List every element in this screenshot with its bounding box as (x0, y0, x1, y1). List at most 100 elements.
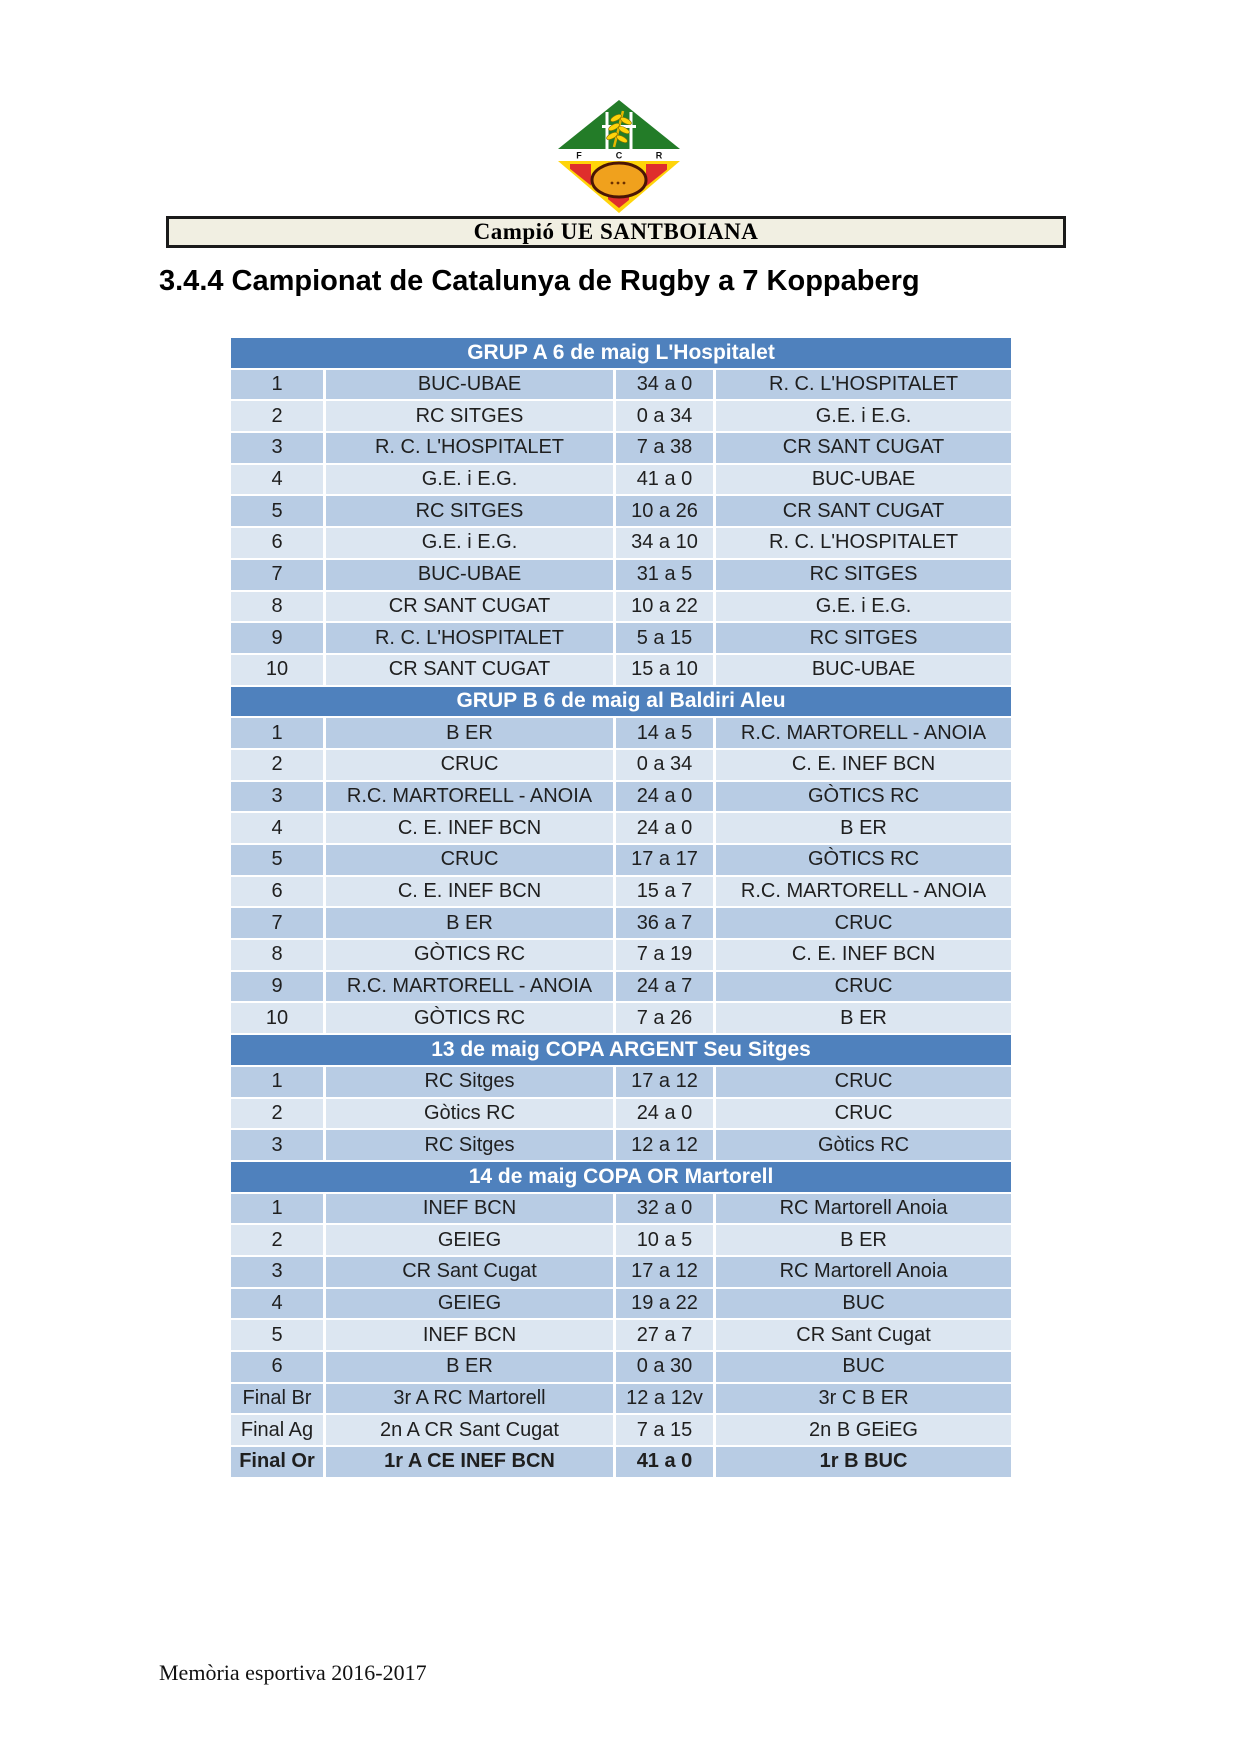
away-team: R.C. MARTORELL - ANOIA (716, 718, 1012, 750)
away-team: R. C. L'HOSPITALET (716, 528, 1012, 560)
match-row: 3 R.C. MARTORELL - ANOIA 24 a 0 GÒTICS RC (231, 781, 1012, 814)
match-number: Final Ag (231, 1415, 326, 1448)
match-number: 2 (231, 1225, 326, 1257)
match-row: 1 INEF BCN 32 a 0 RC Martorell Anoia (231, 1193, 1012, 1226)
match-row: 6 C. E. INEF BCN 15 a 7 R.C. MARTORELL - AN… (231, 876, 1012, 909)
match-row: 7 BUC-UBAE 31 a 5 RC SITGES (231, 559, 1012, 592)
match-score: 17 a 12 (616, 1256, 716, 1289)
home-team: BUC-UBAE (326, 369, 616, 402)
away-team: GÒTICS RC (716, 781, 1012, 814)
match-number: 4 (231, 813, 326, 845)
away-team: CRUC (716, 971, 1012, 1004)
match-score: 17 a 12 (616, 1066, 716, 1099)
match-score: 7 a 26 (616, 1003, 716, 1036)
away-team: R.C. MARTORELL - ANOIA (716, 876, 1012, 909)
away-team: 2n B GEiEG (716, 1415, 1012, 1448)
away-team: BUC-UBAE (716, 464, 1012, 497)
home-team: G.E. i E.G. (326, 528, 616, 560)
match-number: 10 (231, 654, 326, 687)
away-team: BUC (716, 1352, 1012, 1384)
match-score: 34 a 10 (616, 528, 716, 560)
match-row: 3 CR Sant Cugat 17 a 12 RC Martorell Anoia (231, 1256, 1012, 1289)
match-number: 4 (231, 464, 326, 497)
section-title: 13 de maig COPA ARGENT Seu Sitges (231, 1035, 1012, 1067)
home-team: Gòtics RC (326, 1098, 616, 1131)
match-row: 3 RC Sitges 12 a 12 Gòtics RC (231, 1130, 1012, 1162)
away-team: 1r B BUC (716, 1447, 1012, 1479)
away-team: Gòtics RC (716, 1130, 1012, 1162)
match-score: 24 a 0 (616, 781, 716, 814)
match-score: 0 a 34 (616, 401, 716, 434)
match-number: 5 (231, 496, 326, 529)
match-score: 7 a 19 (616, 940, 716, 972)
match-number: Final Br (231, 1383, 326, 1416)
home-team: GÒTICS RC (326, 1003, 616, 1036)
home-team: CRUC (326, 845, 616, 877)
match-score: 24 a 0 (616, 813, 716, 845)
match-row: 5 CRUC 17 a 17 GÒTICS RC (231, 845, 1012, 877)
away-team: B ER (716, 1003, 1012, 1036)
match-score: 10 a 5 (616, 1225, 716, 1257)
match-row: 3 R. C. L'HOSPITALET 7 a 38 CR SANT CUGAT (231, 433, 1012, 465)
home-team: CR Sant Cugat (326, 1256, 616, 1289)
match-number: 1 (231, 369, 326, 402)
away-team: C. E. INEF BCN (716, 749, 1012, 782)
match-number: 7 (231, 559, 326, 592)
home-team: 3r A RC Martorell (326, 1383, 616, 1416)
away-team: BUC (716, 1288, 1012, 1321)
away-team: R. C. L'HOSPITALET (716, 369, 1012, 402)
home-team: INEF BCN (326, 1193, 616, 1226)
match-number: 9 (231, 971, 326, 1004)
match-row: 1 RC Sitges 17 a 12 CRUC (231, 1066, 1012, 1099)
match-number: 6 (231, 528, 326, 560)
match-row: 5 RC SITGES 10 a 26 CR SANT CUGAT (231, 496, 1012, 529)
match-row: 9 R. C. L'HOSPITALET 5 a 15 RC SITGES (231, 623, 1012, 655)
match-number: Final Or (231, 1447, 326, 1479)
home-team: GEIEG (326, 1288, 616, 1321)
home-team: GÒTICS RC (326, 940, 616, 972)
away-team: GÒTICS RC (716, 845, 1012, 877)
crest-letter-c: C (616, 151, 623, 161)
match-number: 5 (231, 1320, 326, 1352)
home-team: RC Sitges (326, 1130, 616, 1162)
match-number: 9 (231, 623, 326, 655)
match-score: 24 a 7 (616, 971, 716, 1004)
champion-banner: Campió UE SANTBOIANA (166, 216, 1066, 248)
crest-letter-r: R (656, 151, 663, 161)
home-team: RC SITGES (326, 401, 616, 434)
section-title: GRUP B 6 de maig al Baldiri Aleu (231, 686, 1012, 719)
home-team: R. C. L'HOSPITALET (326, 623, 616, 655)
match-score: 32 a 0 (616, 1193, 716, 1226)
home-team: R.C. MARTORELL - ANOIA (326, 971, 616, 1004)
home-team: CRUC (326, 749, 616, 782)
away-team: 3r C B ER (716, 1383, 1012, 1416)
match-score: 19 a 22 (616, 1288, 716, 1321)
home-team: C. E. INEF BCN (326, 813, 616, 845)
home-team: C. E. INEF BCN (326, 876, 616, 909)
home-team: B ER (326, 1352, 616, 1384)
match-number: 2 (231, 401, 326, 434)
match-row: 9 R.C. MARTORELL - ANOIA 24 a 7 CRUC (231, 971, 1012, 1004)
match-row: 8 CR SANT CUGAT 10 a 22 G.E. i E.G. (231, 591, 1012, 624)
match-row: 5 INEF BCN 27 a 7 CR Sant Cugat (231, 1320, 1012, 1352)
home-team: RC SITGES (326, 496, 616, 529)
match-number: 4 (231, 1288, 326, 1321)
match-number: 6 (231, 876, 326, 909)
home-team: R.C. MARTORELL - ANOIA (326, 781, 616, 814)
match-row: 4 GEIEG 19 a 22 BUC (231, 1288, 1012, 1321)
away-team: CRUC (716, 1066, 1012, 1099)
home-team: R. C. L'HOSPITALET (326, 433, 616, 465)
away-team: B ER (716, 813, 1012, 845)
away-team: RC Martorell Anoia (716, 1193, 1012, 1226)
match-score: 10 a 22 (616, 591, 716, 624)
match-score: 15 a 7 (616, 876, 716, 909)
match-score: 12 a 12v (616, 1383, 716, 1416)
home-team: 2n A CR Sant Cugat (326, 1415, 616, 1448)
home-team: G.E. i E.G. (326, 464, 616, 497)
match-score: 12 a 12 (616, 1130, 716, 1162)
home-team: B ER (326, 908, 616, 941)
champion-banner-text: Campió UE SANTBOIANA (473, 219, 759, 244)
match-score: 10 a 26 (616, 496, 716, 529)
match-score: 27 a 7 (616, 1320, 716, 1352)
